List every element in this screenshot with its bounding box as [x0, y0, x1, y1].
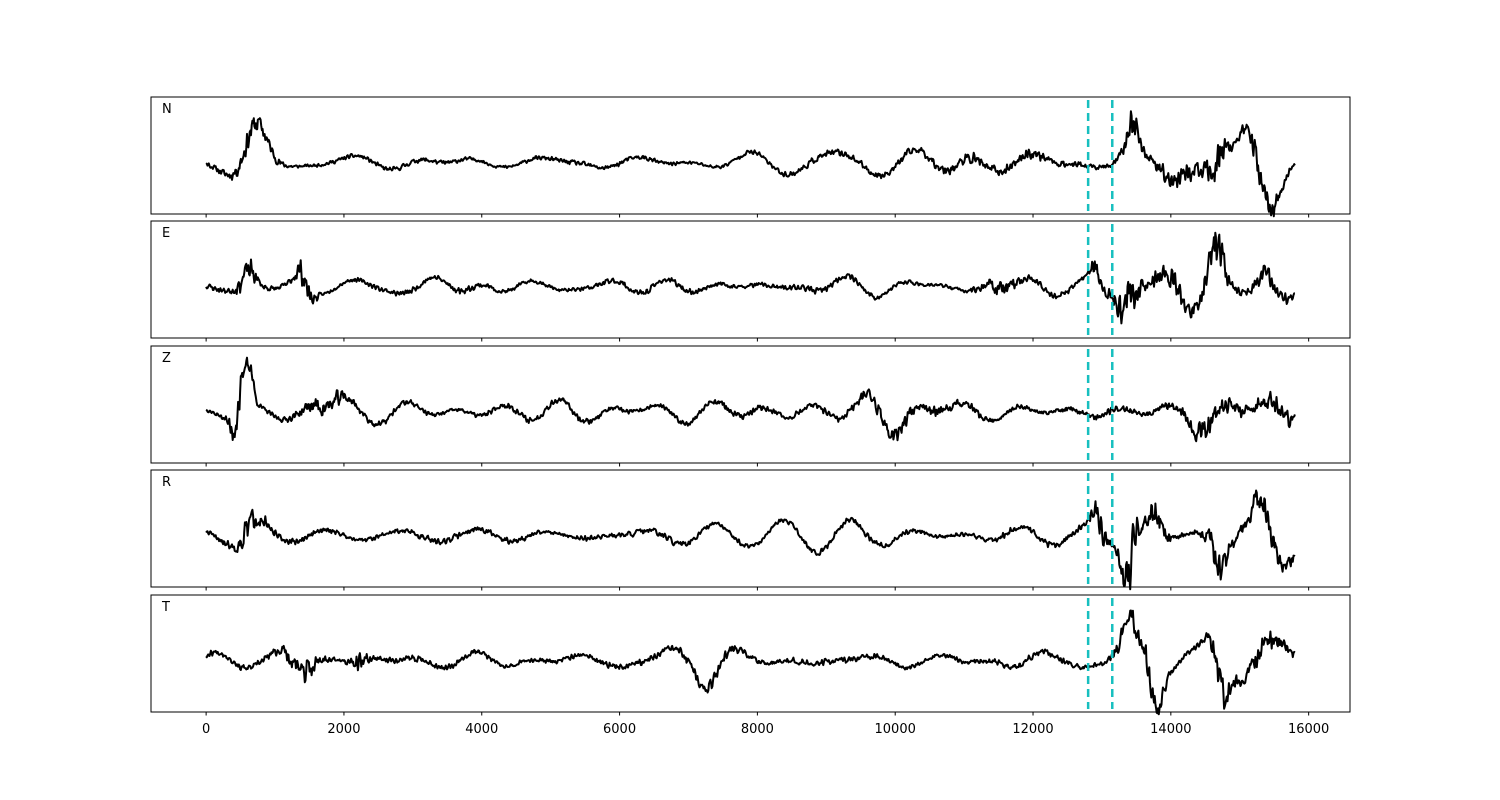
panel-label: Z — [162, 351, 171, 366]
x-axis: 0 2000 4000 6000 8000 10000 12000 14000 16000 — [202, 722, 1329, 737]
x-tick-label: 14000 — [1150, 722, 1191, 737]
panel-n: N — [150, 96, 1351, 218]
x-tick-label: 2000 — [327, 722, 360, 737]
waveform-trace — [205, 489, 1296, 591]
waveform-trace — [205, 356, 1296, 443]
x-tick-label: 4000 — [465, 722, 498, 737]
x-tick-label: 0 — [202, 722, 210, 737]
panels-group: N E Z R T — [150, 96, 1351, 716]
panel-frame — [150, 345, 1351, 464]
panel-frame — [150, 220, 1351, 339]
x-tick-label: 6000 — [603, 722, 636, 737]
waveform-trace — [205, 609, 1296, 716]
panel-frame — [150, 469, 1351, 588]
panel-label: R — [162, 475, 171, 490]
panel-t: T — [150, 594, 1351, 716]
panel-label: N — [162, 102, 172, 117]
panel-frame — [150, 96, 1351, 215]
waveform-trace — [205, 110, 1296, 218]
x-tick-label: 10000 — [875, 722, 916, 737]
x-tick-label: 8000 — [741, 722, 774, 737]
waveform-trace — [205, 231, 1296, 325]
x-tick-label: 16000 — [1288, 722, 1329, 737]
x-tick-label: 12000 — [1012, 722, 1053, 737]
panel-r: R — [150, 469, 1351, 591]
panel-frame — [150, 594, 1351, 713]
panel-label: E — [162, 226, 170, 241]
panel-e: E — [150, 220, 1351, 342]
panel-label: T — [161, 600, 170, 615]
panel-z: Z — [150, 345, 1351, 467]
